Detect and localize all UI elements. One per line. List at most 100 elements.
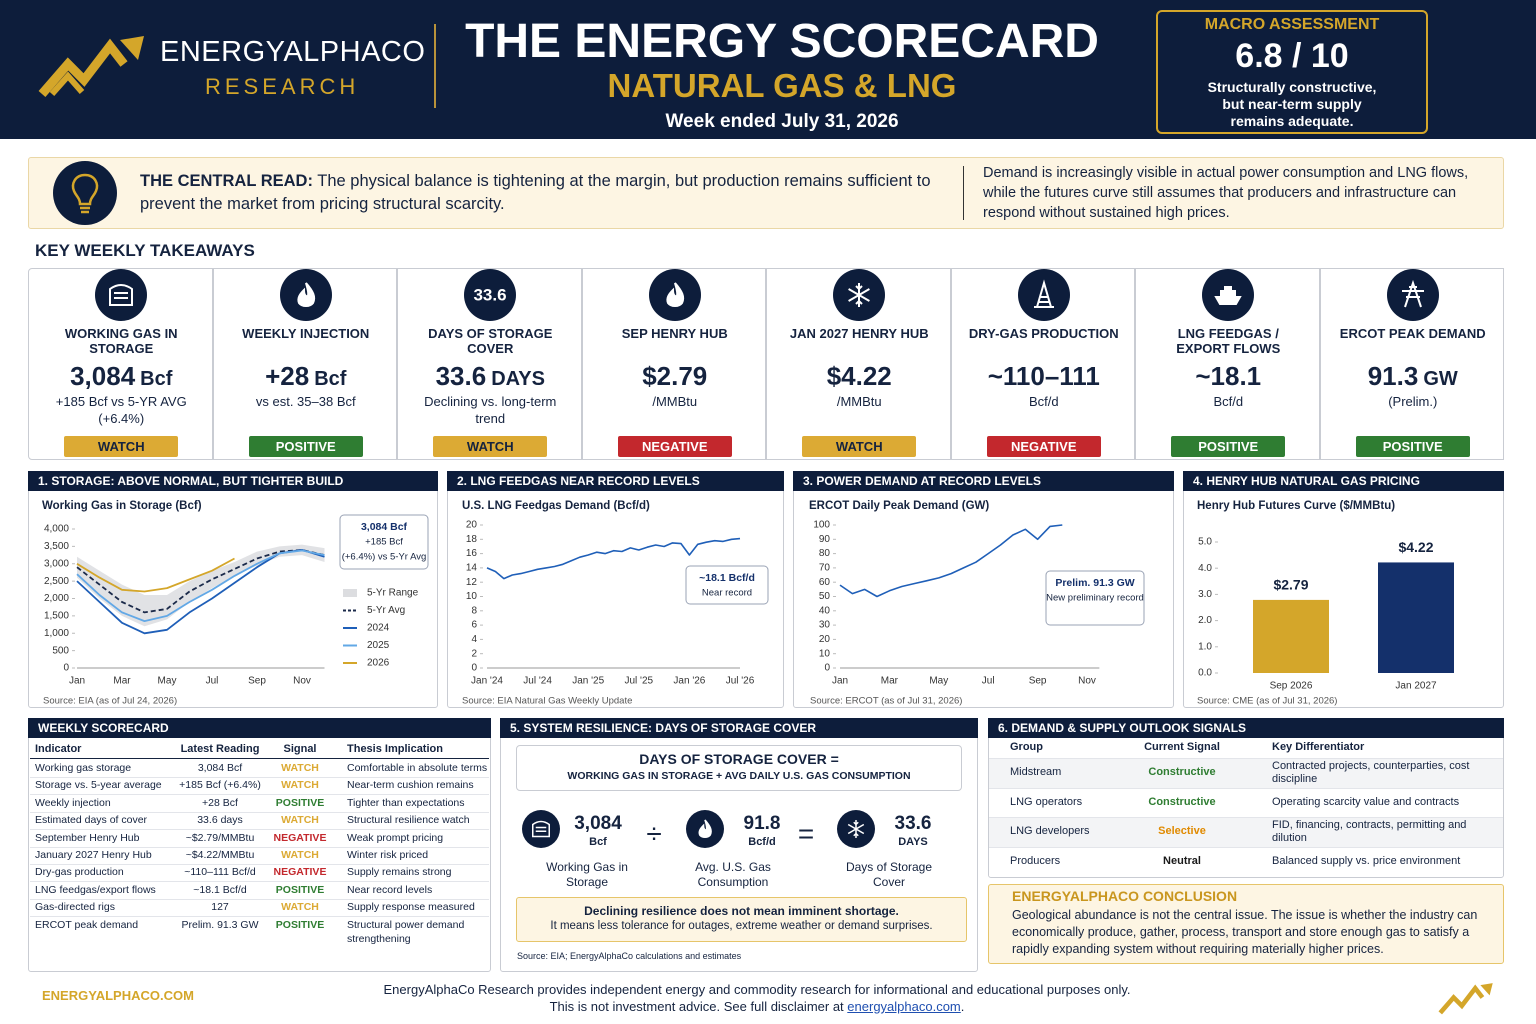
chart-panel: [28, 471, 438, 708]
icon-glyph: [666, 282, 684, 307]
card-icon: [1017, 269, 1070, 321]
table-cell: Supply response measured: [347, 901, 475, 914]
row-rule: [30, 846, 489, 848]
takeaway-card: WEEKLY INJECTION +28 Bcf vs est. 35–38 Bcf P…: [212, 268, 397, 460]
section-header: 5. SYSTEM RESILIENCE: DAYS OF STORAGE CO…: [500, 718, 978, 738]
footer-line2: This is not investment advice. See full …: [257, 999, 1257, 1014]
table-cell: WATCH: [281, 814, 319, 827]
card-value: 3,084: [70, 361, 136, 391]
item-icon: [522, 810, 560, 848]
table-cell: Winter risk priced: [347, 849, 429, 861]
table-cell: 127: [211, 901, 229, 914]
icon-glyph: [1033, 279, 1054, 308]
table-cell: +28 Bcf: [202, 796, 238, 809]
card-icon: [95, 269, 148, 321]
table-cell: LNG feedgas/export flows: [35, 883, 156, 896]
source: Source: EIA; EnergyAlphaCo calculations …: [517, 951, 742, 961]
footer-end: .: [960, 999, 965, 1014]
table-cell: Contracted projects, counterparties, cos…: [1272, 759, 1470, 785]
takeaway-card: LNG FEEDGAS / EXPORT FLOWS ~18.1 Bcf/d POSI…: [1135, 268, 1320, 460]
signal-badge: POSITIVE: [1171, 436, 1286, 457]
table-cell: Constructive: [1148, 795, 1216, 808]
card-value: ~110–111: [987, 361, 1100, 391]
central-read-label: THE CENTRAL READ:: [140, 172, 313, 190]
row-rule: [30, 864, 489, 865]
takeaway-card: 33.6 DAYS OF STORAGE COVER 33.6 DAYS Declini…: [397, 268, 582, 460]
table-cell: Constructive: [1148, 766, 1216, 779]
table-row: [989, 787, 1503, 817]
bulb-icon: [53, 161, 117, 225]
table-cell: POSITIVE: [275, 796, 325, 809]
conclusion-text: Geological abundance is not the central …: [1012, 908, 1478, 956]
table-cell: ~110–111 Bcf/d: [184, 866, 256, 879]
header-band: [0, 0, 1536, 139]
card-label: SEP HENRY HUB: [621, 326, 728, 341]
table-cell: Near-term cushion remains: [347, 779, 474, 792]
card-icon: 33.6: [464, 269, 517, 321]
table-cell: POSITIVE: [275, 918, 325, 931]
subtitle: NATURAL GAS & LNG: [607, 67, 957, 104]
macro-box: [1156, 10, 1428, 134]
table-cell: Midstream: [1010, 766, 1062, 779]
table-cell: Dry-gas production: [35, 866, 124, 879]
takeaways-title: KEY WEEKLY TAKEAWAYS: [35, 241, 255, 260]
icon-glyph: [1214, 286, 1242, 305]
card-value-row: ~18.1: [1136, 361, 1321, 392]
item-icon: [837, 810, 875, 848]
card-value: +28: [265, 361, 310, 391]
icon-glyph: [297, 282, 315, 307]
takeaway-card: SEP HENRY HUB $2.79/MMBtu NEGATIVE: [581, 268, 766, 460]
formula-text: WORKING GAS IN STORAGE + AVG DAILY U.S. …: [567, 770, 911, 782]
card-note: /MMBtu: [836, 394, 882, 409]
item-value: 33.6: [894, 813, 932, 834]
title: THE ENERGY SCORECARD: [465, 15, 1099, 68]
icon-circle: [522, 810, 560, 848]
operator: ÷: [646, 818, 662, 849]
table-cell: Structural resilience watch: [347, 814, 470, 827]
table-cell: Operating scarcity value and contracts: [1272, 795, 1460, 808]
header-rule: [30, 758, 489, 759]
table-cell: ERCOT peak demand: [35, 918, 139, 931]
card-value-row: 33.6 DAYS: [398, 361, 583, 392]
table-cell: Prelim. 91.3 GW: [181, 918, 259, 931]
item-value: 91.8: [743, 813, 781, 834]
card-note: vs est. 35–38 Bcf: [255, 394, 356, 409]
card-unit: Bcf: [140, 368, 173, 390]
table-cell: Weekly injection: [35, 796, 111, 809]
table-cell: Balanced supply vs. price environment: [1272, 854, 1461, 867]
table-cell: Near record levels: [347, 883, 433, 896]
icon-circle: [464, 269, 517, 321]
takeaway-card: JAN 2027 HENRY HUB $4.22/MMBtu WATCH: [766, 268, 951, 460]
table-cell: 3,084 Bcf: [197, 762, 243, 774]
signal-badge: NEGATIVE: [617, 436, 732, 457]
formula-box: [516, 745, 962, 791]
table-cell: ~$2.79/MMBtu: [185, 831, 255, 844]
table-cell: Supply remains strong: [347, 866, 452, 879]
row-rule: [30, 794, 489, 796]
table-cell: Neutral: [1163, 854, 1201, 867]
macro-label: MACRO ASSESSMENT: [1204, 16, 1380, 33]
footer-link[interactable]: energyalphaco.com: [847, 999, 961, 1014]
row-rule: [30, 898, 489, 900]
logo: [38, 36, 144, 97]
row-rule: [30, 829, 489, 831]
table-cell: WATCH: [281, 779, 319, 792]
card-icon: [833, 269, 886, 321]
table-cell: January 2027 Henry Hub: [35, 849, 152, 861]
table-cell: FID, financing, contracts, permitting an…: [1272, 818, 1467, 844]
table-cell: NEGATIVE: [273, 831, 327, 844]
table-row: [989, 846, 1503, 876]
takeaway-card: WORKING GAS IN STORAGE 3,084 Bcf +185 Bcf v…: [28, 268, 213, 460]
card-value: 33.6: [435, 361, 487, 391]
card-icon: [1386, 269, 1439, 321]
card-label: DRY-GAS PRODUCTION: [968, 326, 1119, 341]
table-cell: Working gas storage: [35, 762, 132, 774]
icon-glyph: [532, 820, 550, 838]
divider: [434, 24, 436, 108]
section-header: 3. POWER DEMAND AT RECORD LEVELS: [793, 471, 1174, 491]
row-rule: [30, 916, 489, 918]
card-value: $2.79: [642, 361, 708, 391]
table-cell: Selective: [1158, 825, 1206, 838]
section-header: 6. DEMAND & SUPPLY OUTLOOK SIGNALS: [988, 718, 1504, 738]
week: Week ended July 31, 2026: [665, 111, 899, 132]
